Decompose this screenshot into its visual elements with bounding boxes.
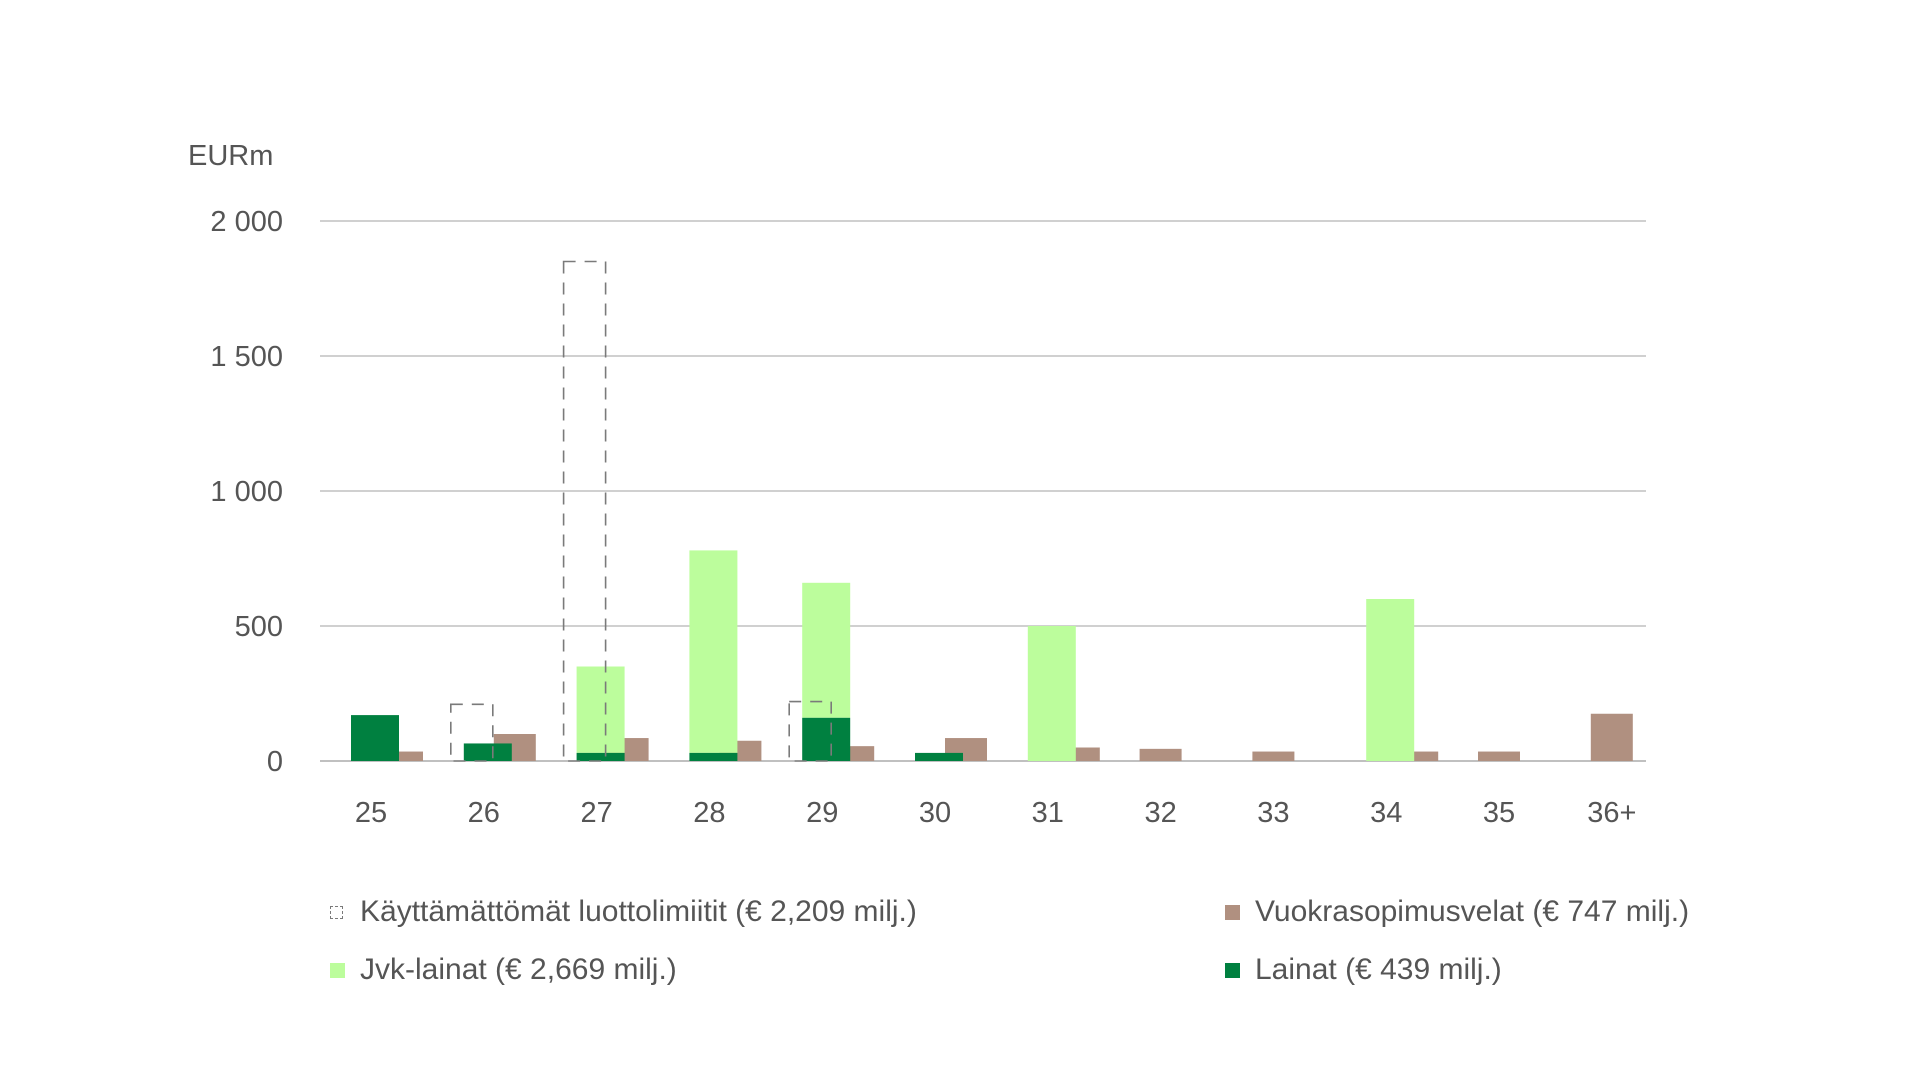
bar-lainat	[802, 717, 851, 761]
bar-vuokrasopimusvelat	[1252, 751, 1295, 761]
x-tick-label: 25	[355, 797, 387, 829]
bar-vuokrasopimusvelat	[1590, 713, 1633, 761]
legend-label-lainat: Lainat (€ 439 milj.)	[1255, 953, 1502, 986]
x-tick-label: 33	[1257, 797, 1289, 829]
bar-vuokrasopimusvelat	[1139, 748, 1182, 761]
legend-item-vuokra: Vuokrasopimusvelat (€ 747 milj.)	[1225, 895, 1689, 929]
x-tick-label: 34	[1370, 797, 1402, 829]
x-tick-label: 27	[580, 797, 612, 829]
legend-swatch-jvk	[330, 962, 345, 978]
y-tick-label: 1 500	[210, 341, 283, 373]
bars	[351, 260, 1633, 762]
legend-item-jvk: Jvk-lainat (€ 2,669 milj.)	[330, 953, 677, 987]
legend-label-jvk: Jvk-lainat (€ 2,669 milj.)	[360, 953, 677, 986]
bar-kayttamattomat-luottolimiitit	[788, 700, 833, 762]
y-tick-label: 1 000	[210, 476, 283, 508]
y-tick-label: 2 000	[210, 206, 283, 238]
legend-swatch-vuokra	[1225, 904, 1240, 920]
y-axis-unit-label: EURm	[188, 140, 273, 172]
bar-lainat	[463, 743, 512, 761]
bar-vuokrasopimusvelat	[1478, 751, 1520, 761]
y-tick-label: 500	[235, 611, 283, 643]
bar-jvk-lainat	[689, 550, 738, 753]
y-tick-label: 0	[267, 746, 283, 778]
bar-kayttamattomat-luottolimiitit	[449, 703, 494, 762]
bar-vuokrasopimusvelat	[1396, 751, 1439, 761]
bar-jvk-lainat	[1027, 626, 1076, 761]
gridlines	[320, 220, 1646, 762]
bar-kayttamattomat-luottolimiitit	[562, 260, 607, 762]
bar-jvk-lainat	[576, 666, 625, 753]
legend-item-kayttamattomat: Käyttämättömät luottolimiitit (€ 2,209 m…	[330, 895, 917, 929]
bar-jvk-lainat	[802, 582, 851, 718]
x-tick-label: 31	[1032, 797, 1064, 829]
x-tick-label: 36+	[1587, 797, 1636, 829]
x-tick-label: 26	[468, 797, 500, 829]
x-tick-label: 28	[693, 797, 725, 829]
bar-lainat	[689, 752, 738, 761]
legend-label-kayttamattomat: Käyttämättömät luottolimiitit (€ 2,209 m…	[360, 895, 917, 928]
x-tick-label: 35	[1483, 797, 1515, 829]
x-axis-ticks: 25 26 27 28 29 30 31 32 33 34 35 36+	[355, 797, 1637, 829]
x-tick-label: 32	[1144, 797, 1176, 829]
y-axis-ticks: 0 500 1 000 1 500 2 000	[210, 206, 283, 778]
x-tick-label: 29	[806, 797, 838, 829]
legend-item-lainat: Lainat (€ 439 milj.)	[1225, 953, 1502, 987]
legend-swatch-kayttamattomat	[330, 905, 343, 919]
bar-lainat	[351, 715, 399, 761]
legend-swatch-lainat	[1225, 962, 1240, 978]
bar-lainat	[576, 752, 625, 761]
bar-vuokrasopimusvelat	[381, 751, 423, 761]
bar-lainat	[915, 752, 963, 761]
x-tick-label: 30	[919, 797, 951, 829]
legend-label-vuokra: Vuokrasopimusvelat (€ 747 milj.)	[1255, 895, 1690, 928]
bar-jvk-lainat	[1366, 599, 1415, 761]
